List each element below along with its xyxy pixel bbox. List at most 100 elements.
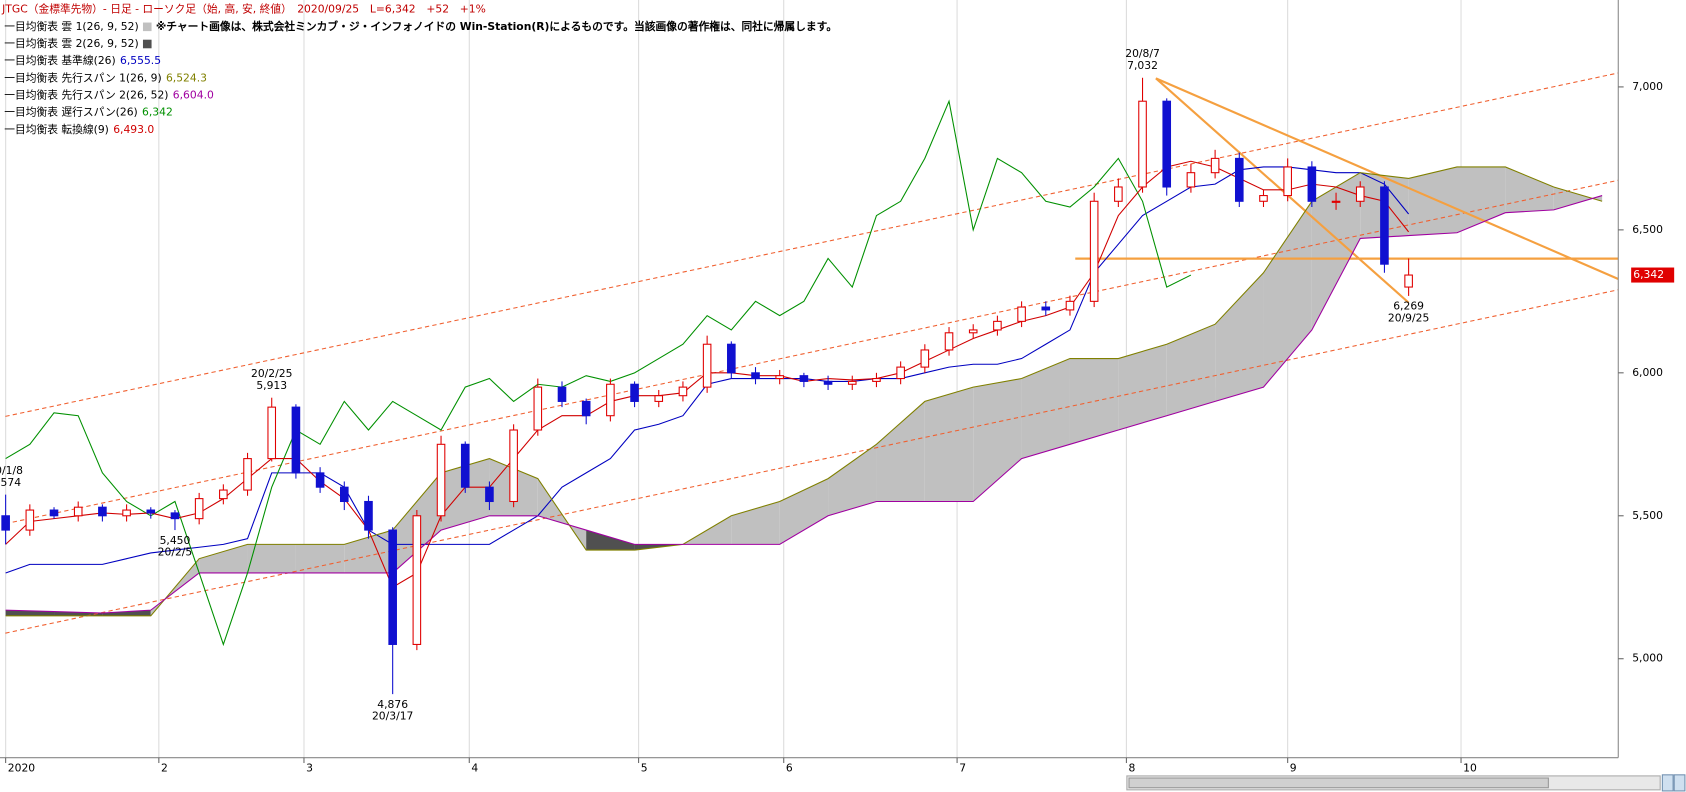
legend-entry: 一目均衡表 雲 2(26, 9, 52)	[4, 37, 138, 50]
cloud-segment	[1408, 166, 1457, 236]
candle-body	[944, 332, 954, 351]
cloud-segment	[102, 610, 151, 616]
y-tick-label: 6,000	[1632, 366, 1663, 379]
chart-title: JTGC（金標準先物）- 日足 - ローソク足（始, 高, 安, 終値） 202…	[1, 3, 486, 16]
candle-body	[1355, 186, 1365, 202]
x-tick-label: 6	[786, 761, 793, 774]
cloud-segment	[1069, 358, 1119, 445]
candle-body	[25, 509, 35, 531]
annotation-text: 4,876	[377, 698, 408, 711]
x-tick-label: 3	[306, 761, 313, 774]
cloud-segment	[682, 515, 732, 545]
candle-body	[364, 500, 373, 531]
candle-body	[847, 380, 857, 385]
cloud-segment	[295, 544, 345, 573]
header: JTGC（金標準先物）- 日足 - ローソク足（始, 高, 安, 終値） 202…	[1, 3, 837, 136]
candle-body	[823, 380, 833, 385]
candle-body	[1380, 186, 1389, 265]
scroll-button[interactable]	[1661, 774, 1674, 792]
cloud-segment	[441, 458, 490, 531]
candle-body	[654, 395, 664, 402]
scroll-button[interactable]	[1673, 774, 1686, 792]
annotation-text: 5,913	[256, 379, 287, 392]
candle-body	[1283, 166, 1292, 197]
cloud-segment	[828, 444, 877, 516]
candle-body	[1186, 172, 1196, 188]
legend-swatch	[142, 22, 152, 32]
candle-body	[436, 443, 446, 517]
legend-value: 6,524.3	[166, 71, 207, 84]
cloud-segment	[199, 544, 248, 573]
candle-body	[775, 375, 785, 380]
legend-value: 6,342	[142, 106, 173, 119]
annotation-text: 20/9/25	[1388, 311, 1429, 324]
candle-body	[1234, 157, 1244, 202]
candle-body	[49, 509, 59, 517]
x-tick-label: 7	[959, 761, 966, 774]
candle-body	[1307, 166, 1317, 202]
candle-body	[146, 509, 156, 514]
cloud-segment	[1553, 186, 1603, 210]
candle-body	[1, 515, 10, 531]
notice: ※チャート画像は、株式会社ミンカブ・ジ・インフォノイドの Win-Station…	[156, 20, 837, 33]
candle-body	[1065, 300, 1075, 311]
trend-line	[1155, 77, 1619, 281]
candle-body	[581, 400, 591, 417]
y-tick-label: 7,000	[1632, 80, 1663, 93]
annotations: 20/1/85,5745,45020/2/520/2/255,9134,8762…	[0, 47, 1429, 723]
candle-body	[219, 489, 228, 500]
cloud-segment	[973, 378, 1022, 502]
candle-body	[630, 383, 639, 402]
cloud-segment	[1263, 201, 1312, 388]
candle-body	[968, 329, 978, 334]
candle-body	[412, 515, 422, 645]
candle-body	[1210, 157, 1220, 174]
candle-body	[533, 386, 543, 431]
cloud-segment	[1456, 166, 1506, 233]
annotation-text: 5,574	[0, 476, 21, 489]
legend-value: 6,604.0	[173, 89, 214, 102]
x-tick-label: 2020	[8, 761, 36, 774]
legend-entry: 一目均衡表 雲 1(26, 9, 52)	[4, 20, 138, 33]
candle-body	[606, 383, 615, 417]
candle-body	[1162, 100, 1172, 188]
scroll-thumb[interactable]	[1128, 777, 1549, 789]
annotation-text: 20/2/5	[158, 546, 193, 559]
annotation-text: 20/3/17	[372, 710, 413, 723]
candle-body	[315, 472, 325, 488]
candle-body	[1114, 186, 1123, 202]
candle-body	[122, 509, 131, 517]
candle-body	[267, 406, 277, 460]
price-tag-label: 6,342	[1633, 268, 1664, 281]
scrollbar[interactable]	[1126, 774, 1686, 792]
candle-body	[993, 320, 1002, 331]
drawings	[5, 72, 1619, 634]
candle-body	[485, 486, 494, 503]
annotation-text: 7,032	[1127, 59, 1158, 72]
channel-line	[5, 179, 1619, 525]
candle-body	[896, 366, 905, 380]
candle-body	[1404, 274, 1413, 288]
candle-body	[460, 443, 470, 488]
candle-body	[509, 429, 518, 503]
channel-line	[5, 72, 1619, 417]
legend-entry: 一目均衡表 先行スパン 2(26, 52)	[4, 89, 168, 102]
x-tick-label: 5	[641, 761, 648, 774]
cloud-segment	[1311, 172, 1361, 330]
cloud-segment	[876, 401, 925, 502]
candle-body	[98, 506, 107, 517]
candle-body	[339, 486, 349, 503]
candle-body	[678, 386, 688, 397]
candle-body	[291, 406, 301, 474]
cloud-segment	[1021, 358, 1070, 459]
cloud-segment	[1118, 344, 1167, 431]
candle-body	[194, 498, 204, 520]
candle-body	[243, 458, 252, 491]
cloud-segment	[924, 387, 974, 502]
x-tick-label: 4	[471, 761, 478, 774]
candle-body	[702, 343, 712, 388]
x-tick-label: 9	[1290, 761, 1297, 774]
indicator-line	[5, 195, 1603, 614]
candle-body	[1259, 195, 1268, 202]
